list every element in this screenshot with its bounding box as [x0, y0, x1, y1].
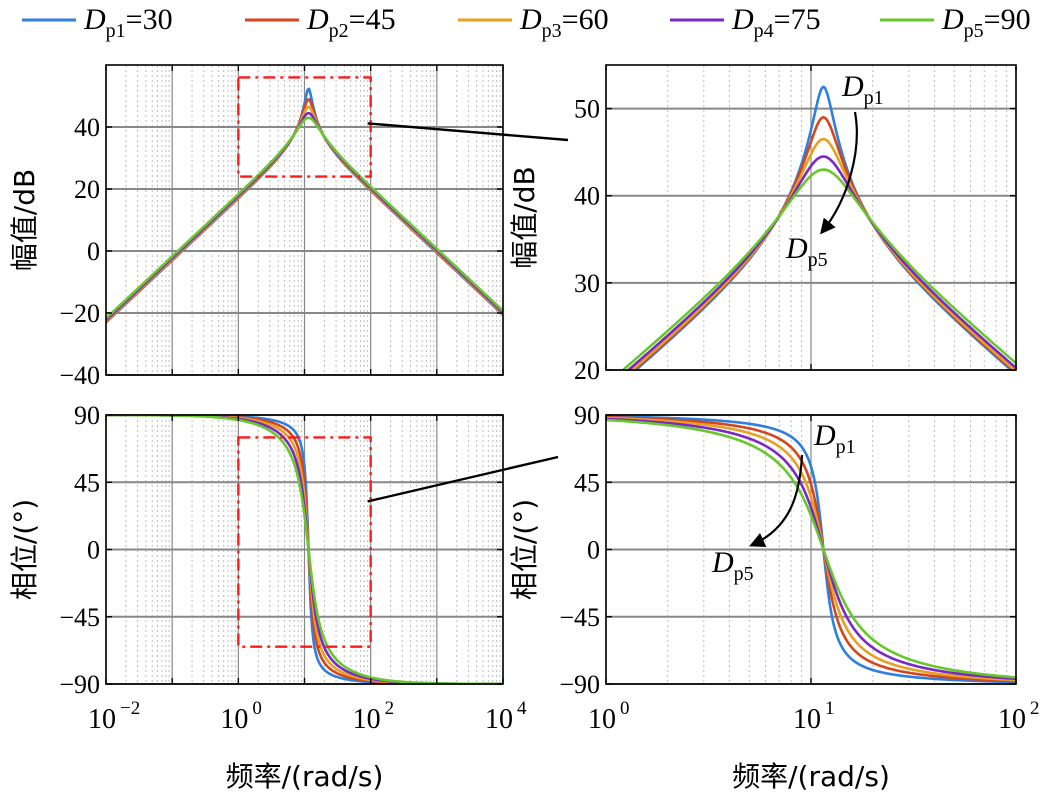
y-axis-label: 相位/(°) — [8, 499, 41, 600]
legend-label-p4: Dp4=75 — [731, 3, 821, 42]
x-tick-label: 10 — [998, 704, 1026, 735]
y-tick-label: −90 — [59, 670, 100, 699]
zoom-box — [237, 436, 372, 648]
annotation-dp1-phase: Dp1 — [813, 419, 856, 458]
y-axis-label: 相位/(°) — [508, 499, 541, 600]
annotation-dp5-phase: Dp5 — [711, 546, 754, 585]
x-tick-label: 10 — [353, 704, 381, 735]
y-tick-label: 20 — [574, 356, 600, 385]
zoom-connectors — [367, 122, 569, 503]
annotation-arrow-magnitude — [820, 111, 858, 235]
x-axis-label: 频率/(rad/s) — [732, 760, 890, 793]
y-tick-label: −45 — [59, 603, 100, 632]
y-tick-label: 50 — [574, 95, 600, 124]
x-tick-exponent: 2 — [385, 698, 395, 719]
y-tick-label: −90 — [559, 670, 600, 699]
x-tick-label: 10 — [220, 704, 248, 735]
legend-label-p3: Dp3=60 — [519, 3, 609, 42]
y-tick-label: 90 — [574, 401, 600, 430]
legend: Dp1=30 Dp2=45 Dp3=60 Dp4=75 Dp5=90 — [22, 3, 1031, 42]
series-line-p1 — [606, 415, 1016, 684]
magnitude-full-panel: −40 −20 0 20 40 幅值/dB — [8, 64, 504, 390]
x-tick-label: 10 — [588, 704, 616, 735]
y-tick-label: 20 — [74, 175, 100, 204]
x-tick-exponent: 0 — [620, 698, 630, 719]
x-tick-label: 10 — [88, 704, 116, 735]
y-tick-label: −20 — [59, 299, 100, 328]
y-tick-label: 45 — [74, 468, 100, 497]
annotation-arrow-phase — [749, 454, 804, 547]
magnitude-zoom-panel: 20 30 40 50 幅值/dB Dp1 Dp5 — [508, 64, 1017, 385]
series-line-p3 — [606, 416, 1016, 682]
y-tick-label: 40 — [74, 113, 100, 142]
zoom-connector-phase — [367, 455, 559, 503]
series-line-p4 — [626, 155, 1016, 370]
y-axis-label: 幅值/dB — [508, 166, 541, 268]
x-tick-exponent: 2 — [1030, 698, 1040, 719]
x-tick-exponent: −2 — [120, 698, 140, 719]
y-tick-label: 45 — [574, 468, 600, 497]
series-line-p5 — [621, 168, 1016, 370]
x-tick-exponent: 1 — [825, 698, 835, 719]
y-tick-label: 30 — [574, 269, 600, 298]
y-tick-label: 90 — [74, 401, 100, 430]
y-tick-label: 0 — [87, 536, 100, 565]
legend-label-p5: Dp5=90 — [941, 3, 1031, 42]
zoom-box — [237, 76, 372, 178]
series-line-p2 — [606, 415, 1016, 683]
x-tick-label: 10 — [485, 704, 513, 735]
series-line-p5 — [606, 418, 1016, 679]
y-tick-label: −45 — [559, 603, 600, 632]
x-tick-exponent: 4 — [517, 698, 527, 719]
y-tick-label: −40 — [59, 361, 100, 390]
series-line-p4 — [606, 417, 1016, 681]
y-tick-label: 40 — [574, 182, 600, 211]
x-tick-label: 10 — [793, 704, 821, 735]
legend-label-p2: Dp2=45 — [306, 3, 396, 42]
y-tick-label: 0 — [87, 237, 100, 266]
series-line-p3 — [630, 137, 1016, 370]
annotation-dp5-magnitude: Dp5 — [785, 232, 828, 271]
y-tick-label: 0 — [587, 536, 600, 565]
annotation-dp1-magnitude: Dp1 — [841, 70, 884, 109]
series-line-p5 — [106, 116, 503, 320]
y-axis-label: 幅值/dB — [8, 169, 41, 271]
x-axis-label: 频率/(rad/s) — [226, 760, 384, 793]
legend-label-p1: Dp1=30 — [83, 3, 173, 42]
zoom-connector-magnitude — [367, 122, 569, 142]
x-tick-exponent: 0 — [252, 698, 261, 719]
